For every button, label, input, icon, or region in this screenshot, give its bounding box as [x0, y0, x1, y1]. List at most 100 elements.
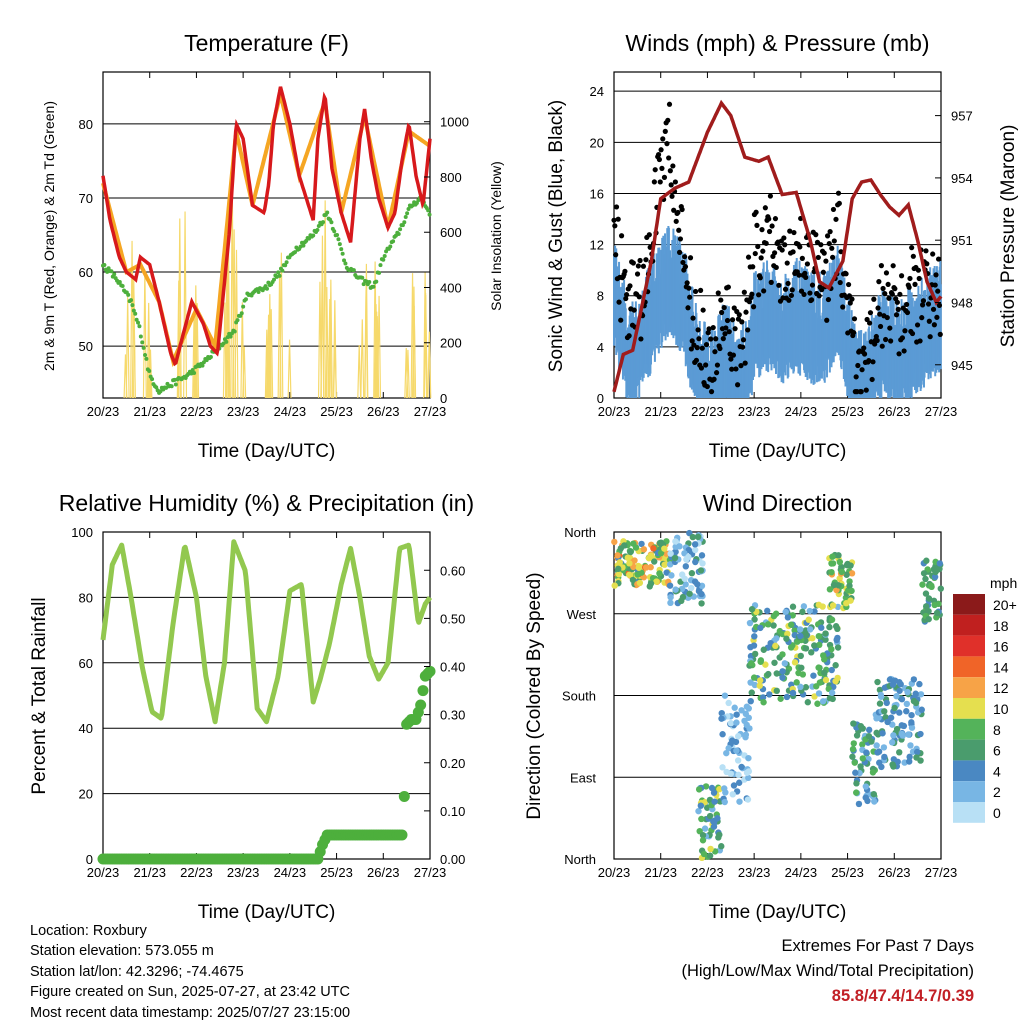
direction-point	[873, 729, 880, 737]
direction-point	[734, 757, 742, 764]
direction-point	[784, 614, 792, 621]
gust-point	[643, 257, 649, 263]
direction-point	[706, 812, 714, 820]
direction-point	[760, 646, 767, 653]
direction-point	[923, 557, 930, 564]
dewpoint-point	[336, 237, 341, 242]
info-created: Figure created on Sun, 2025-07-27, at 23…	[30, 984, 350, 1001]
direction-point	[815, 632, 823, 640]
gust-point	[652, 167, 658, 173]
dewpoint-point	[276, 270, 281, 275]
direction-point	[932, 568, 939, 576]
direction-point	[611, 538, 618, 546]
x-tick-label: 22/23	[180, 865, 213, 880]
info-recent: Most recent data timestamp: 2025/07/27 2…	[30, 1004, 351, 1021]
direction-point	[667, 599, 674, 607]
direction-point	[615, 571, 623, 578]
dewpoint-point	[301, 243, 306, 248]
y2-tick-label: 0.40	[440, 660, 465, 675]
y-tick-label: 70	[79, 191, 93, 206]
direction-point	[834, 644, 842, 651]
solar-spike	[410, 273, 415, 399]
dewpoint-point	[136, 320, 141, 325]
direction-point	[896, 678, 903, 686]
direction-frame	[613, 531, 942, 860]
gust-point	[917, 338, 923, 344]
direction-point	[721, 798, 728, 806]
direction-point	[733, 719, 740, 726]
gust-point	[720, 336, 726, 342]
direction-point	[913, 754, 920, 761]
direction-point	[643, 564, 650, 571]
gust-point	[706, 326, 712, 332]
direction-point	[894, 758, 901, 765]
solar-spike	[427, 331, 432, 399]
gust-point	[899, 335, 906, 341]
dewpoint-point	[239, 311, 244, 316]
gust-point	[781, 235, 787, 241]
direction-point	[725, 699, 732, 707]
direction-point	[730, 782, 738, 789]
direction-point	[821, 669, 828, 676]
gust-point	[827, 229, 833, 235]
x-tick-label: 24/23	[274, 865, 307, 880]
x-tick-label: 20/23	[598, 404, 631, 419]
direction-point	[850, 740, 857, 747]
dewpoint-point	[325, 210, 330, 215]
y-tick-label: 20	[590, 135, 604, 150]
dewpoint-point	[137, 324, 142, 329]
direction-point	[880, 744, 888, 751]
direction-xlabel: Time (Day/UTC)	[709, 902, 847, 923]
direction-point	[723, 749, 730, 757]
gust-point	[690, 315, 696, 321]
gust-point	[646, 232, 652, 238]
direction-point	[745, 774, 752, 782]
direction-point	[796, 626, 804, 633]
gust-point	[803, 274, 809, 281]
gust-point	[776, 282, 782, 288]
dewpoint-point	[284, 260, 289, 265]
x-tick-label: 26/23	[878, 404, 911, 419]
gust-point	[665, 117, 671, 123]
direction-point	[881, 708, 888, 715]
gust-point	[887, 325, 893, 331]
direction-point	[898, 722, 905, 729]
gust-point	[686, 285, 692, 291]
direction-point	[863, 749, 870, 756]
gust-point	[934, 314, 940, 320]
direction-point	[729, 791, 736, 798]
x-tick-label: 25/23	[831, 404, 864, 419]
gust-point	[772, 216, 779, 222]
direction-point	[729, 737, 736, 744]
direction-point	[916, 680, 923, 688]
solar-spike	[327, 298, 332, 399]
gust-point	[675, 209, 681, 216]
gust-point	[830, 206, 837, 213]
direction-point	[822, 676, 830, 684]
gust-point	[618, 317, 624, 323]
gust-point	[888, 338, 894, 344]
gust-point	[618, 233, 625, 239]
gust-point	[730, 352, 737, 358]
direction-point	[813, 683, 820, 690]
x-tick-label: 26/23	[367, 865, 400, 880]
dewpoint-point	[396, 232, 401, 237]
gust-point	[676, 227, 682, 233]
gust-point	[833, 216, 839, 222]
gust-point	[655, 151, 662, 158]
dewpoint-point	[138, 334, 143, 339]
gust-point	[919, 315, 925, 321]
dewpoint-point	[371, 284, 376, 289]
dewpoint-point	[133, 311, 138, 316]
direction-point	[828, 616, 836, 623]
gust-point	[735, 382, 741, 388]
legend-label: 8	[993, 722, 1001, 738]
gust-point	[926, 318, 932, 324]
gust-point	[779, 247, 785, 253]
gust-point	[660, 136, 666, 142]
direction-point	[819, 698, 827, 705]
gust-point	[772, 250, 778, 256]
direction-point	[853, 732, 861, 739]
x-tick-label: 22/23	[691, 865, 724, 880]
gust-point	[851, 316, 858, 322]
